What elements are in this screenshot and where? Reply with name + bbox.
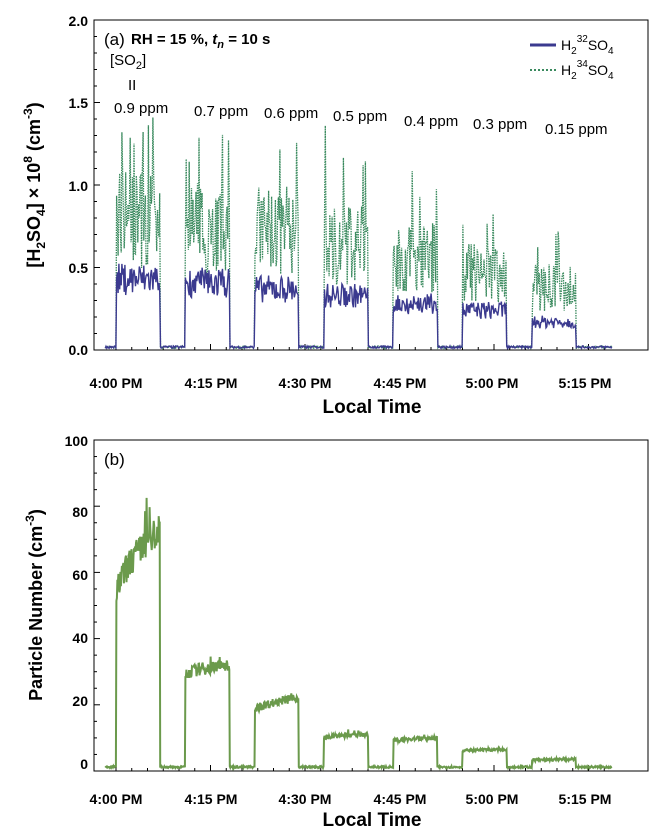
a-series-line-32 xyxy=(104,263,613,351)
a-xtick-label: 4:30 PM xyxy=(279,375,332,391)
a-annotation-ppm: 0.3 ppm xyxy=(473,116,527,133)
a-ytick-label: 2.0 xyxy=(69,13,89,29)
b-y-axis-label: Particle Number (cm-3) xyxy=(23,509,46,701)
b-xtick-label: 5:00 PM xyxy=(466,791,519,807)
b-series-line xyxy=(104,497,613,772)
a-annotation-ppm: 0.5 ppm xyxy=(333,108,387,125)
a-xtick-label: 5:15 PM xyxy=(559,375,612,391)
a-legend: H232SO4 H234SO4 xyxy=(530,34,614,82)
b-xtick-label: 4:15 PM xyxy=(185,791,238,807)
a-so2-header: [SO2] xyxy=(110,52,146,72)
panel-b-series xyxy=(104,497,613,772)
a-annotation-ppm: 0.4 ppm xyxy=(404,113,458,130)
b-ytick-label: 40 xyxy=(72,630,88,646)
b-xtick-label: 4:45 PM xyxy=(374,791,427,807)
a-series-line-34 xyxy=(104,117,613,351)
a-xtick-label: 4:00 PM xyxy=(90,375,143,391)
a-xtick-label: 4:45 PM xyxy=(374,375,427,391)
a-annotation-ppm: 0.6 ppm xyxy=(264,105,318,122)
a-condition-label: RH = 15 %, tn = 10 s xyxy=(131,31,270,51)
panel-a-frame xyxy=(93,19,649,351)
a-so2-equals: II xyxy=(128,77,136,94)
a-ytick-label: 0.5 xyxy=(69,260,89,276)
b-ytick-label: 100 xyxy=(65,433,89,449)
a-ytick-label: 1.5 xyxy=(69,95,89,111)
a-y-axis-label: [H2SO4] × 108 (cm-3) xyxy=(21,102,48,267)
b-ytick-label: 80 xyxy=(72,504,88,520)
b-ytick-label: 20 xyxy=(72,693,88,709)
b-xtick-label: 4:30 PM xyxy=(279,791,332,807)
a-xtick-label: 5:00 PM xyxy=(466,375,519,391)
a-xtick-label: 4:15 PM xyxy=(185,375,238,391)
panel-b-ticks xyxy=(94,439,605,772)
a-ytick-label: 1.0 xyxy=(69,178,89,194)
b-ytick-label: 0 xyxy=(80,756,88,772)
b-xtick-label: 5:15 PM xyxy=(559,791,612,807)
b-panel-label: (b) xyxy=(104,450,125,469)
panel-a: 0.0 0.5 1.0 1.5 2.0 4:00 PM 4:15 PM 4:30… xyxy=(21,13,649,418)
panel-a-series xyxy=(104,117,613,351)
a-legend-label-32: H232SO4 xyxy=(561,34,614,57)
b-x-axis-label: Local Time xyxy=(323,810,422,830)
b-ytick-label: 60 xyxy=(72,567,88,583)
a-annotation-ppm: 0.7 ppm xyxy=(194,103,248,120)
a-x-axis-label: Local Time xyxy=(323,397,422,418)
panel-b: 0 20 40 60 80 100 4:00 PM 4:15 PM 4:30 P… xyxy=(23,433,649,830)
a-annotation-ppm: 0.9 ppm xyxy=(114,100,168,117)
a-panel-label: (a) xyxy=(104,30,125,49)
a-annotation-ppm: 0.15 ppm xyxy=(545,121,608,138)
b-xtick-label: 4:00 PM xyxy=(90,791,143,807)
a-legend-label-34: H234SO4 xyxy=(561,59,614,82)
a-ytick-label: 0.0 xyxy=(69,342,89,358)
panel-b-frame xyxy=(93,439,649,772)
